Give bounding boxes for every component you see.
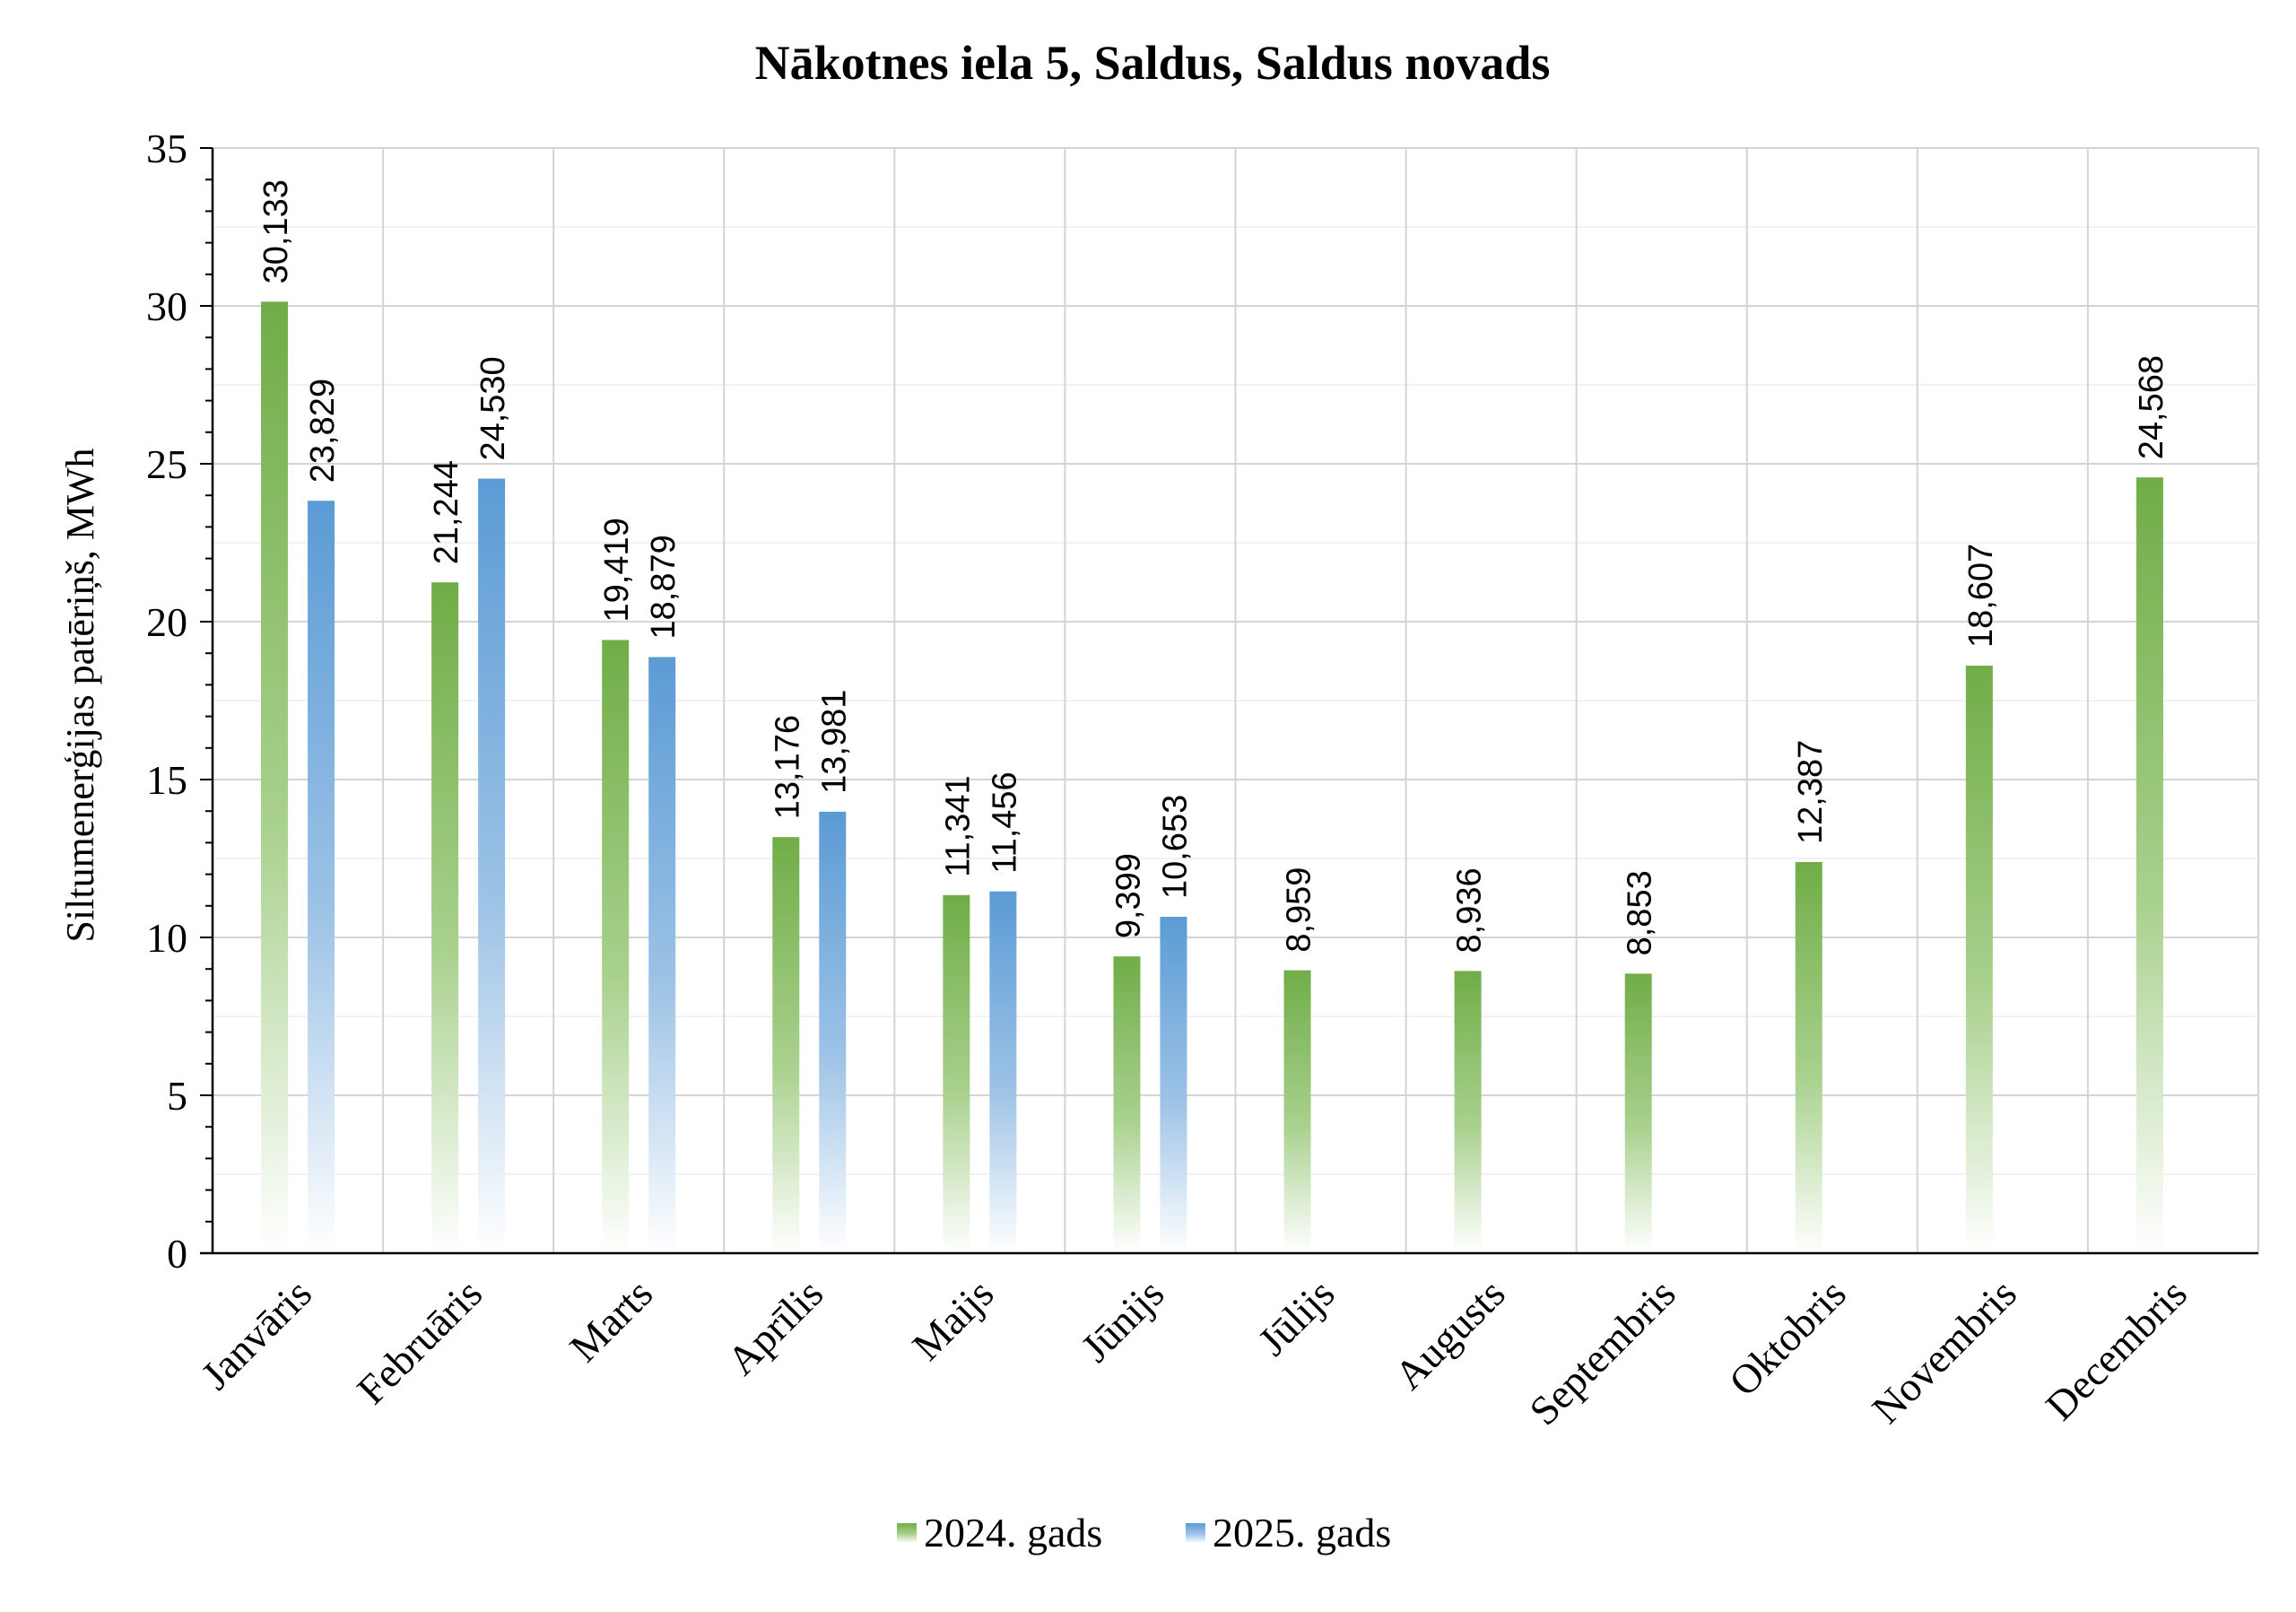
- y-tick-label: 30: [146, 283, 187, 329]
- x-tick-label: Janvāris: [192, 1270, 320, 1399]
- axes: [200, 147, 2258, 1255]
- data-label-series1-6: 8,959: [1281, 867, 1318, 953]
- bar-series2-5: [1160, 917, 1187, 1253]
- bar-series1-0: [261, 301, 289, 1254]
- data-label-series1-7: 8,936: [1451, 867, 1489, 953]
- data-label-series1-10: 18,607: [1962, 544, 2000, 648]
- data-label-series1-9: 12,387: [1792, 740, 1830, 844]
- data-label-series2-5: 10,653: [1156, 795, 1194, 899]
- data-label-series2-4: 11,456: [986, 771, 1023, 873]
- bars: [261, 301, 2163, 1254]
- bar-series1-7: [1454, 971, 1482, 1253]
- bar-series1-2: [602, 640, 630, 1253]
- legend-swatch-series1: [897, 1523, 917, 1543]
- x-tick-label: Septembris: [1520, 1270, 1683, 1433]
- data-label-series1-11: 24,568: [2133, 355, 2170, 459]
- legend-label-series1: 2024. gads: [924, 1510, 1102, 1555]
- data-label-series1-5: 9,399: [1109, 853, 1147, 938]
- bar-series1-8: [1624, 973, 1652, 1253]
- x-tick-label: Februāris: [348, 1270, 491, 1413]
- data-label-series1-3: 13,176: [769, 715, 806, 819]
- y-axis-label: Siltumenerģijas patēriņš, MWh: [58, 448, 102, 942]
- chart-title: Nākotnes iela 5, Saldus, Saldus novads: [755, 36, 1551, 90]
- bar-series1-6: [1283, 970, 1311, 1253]
- x-tick-label: Jūnijs: [1073, 1270, 1173, 1371]
- bar-series1-10: [1965, 666, 1993, 1253]
- x-tick-label: Maijs: [903, 1270, 1002, 1369]
- x-tick-label: Novembris: [1863, 1270, 2025, 1433]
- x-tick-label: Augusts: [1386, 1270, 1514, 1399]
- data-labels: 30,133 21,244 19,419 13,176 11,341 9,399 8,959…: [257, 179, 2170, 955]
- y-tick-label: 15: [146, 757, 187, 803]
- data-label-series2-1: 24,530: [474, 356, 512, 460]
- data-label-series1-2: 19,419: [598, 518, 636, 622]
- bar-series2-0: [308, 501, 335, 1253]
- bar-series2-4: [989, 891, 1017, 1253]
- bar-series1-1: [431, 582, 459, 1253]
- x-tick-label: Decembris: [2037, 1270, 2196, 1429]
- bar-series1-3: [772, 837, 800, 1253]
- legend-swatch-series2: [1186, 1523, 1205, 1543]
- data-label-series2-2: 18,879: [645, 535, 683, 639]
- data-label-series2-0: 23,829: [304, 379, 342, 483]
- bar-series1-5: [1113, 956, 1141, 1253]
- bar-series2-1: [478, 478, 506, 1253]
- legend: 2024. gads 2025. gads: [897, 1510, 1391, 1555]
- y-tick-label: 10: [146, 915, 187, 961]
- data-label-series1-4: 11,341: [939, 775, 977, 876]
- y-tick-label: 25: [146, 441, 187, 487]
- bar-series1-11: [2135, 477, 2163, 1253]
- bar-series2-3: [819, 811, 847, 1253]
- data-label-series1-8: 8,853: [1622, 870, 1659, 955]
- x-tick-label: Jūlijs: [1249, 1270, 1344, 1364]
- y-tick-label: 35: [146, 126, 187, 171]
- bar-series2-2: [648, 657, 676, 1253]
- y-tick-label: 20: [146, 599, 187, 645]
- y-tick-label: 5: [167, 1073, 187, 1119]
- x-tick-label: Marts: [561, 1270, 661, 1371]
- data-label-series2-3: 13,981: [815, 690, 853, 794]
- data-label-series1-0: 30,133: [257, 179, 295, 283]
- x-tick-label: Aprīlis: [718, 1270, 831, 1383]
- data-label-series1-1: 21,244: [428, 460, 465, 564]
- bar-series1-4: [943, 894, 970, 1253]
- bar-series1-9: [1795, 861, 1822, 1253]
- y-tick-label: 0: [167, 1231, 187, 1277]
- x-tick-label: Oktobris: [1720, 1270, 1855, 1405]
- gridlines: [213, 147, 2259, 1253]
- legend-label-series2: 2025. gads: [1213, 1510, 1391, 1555]
